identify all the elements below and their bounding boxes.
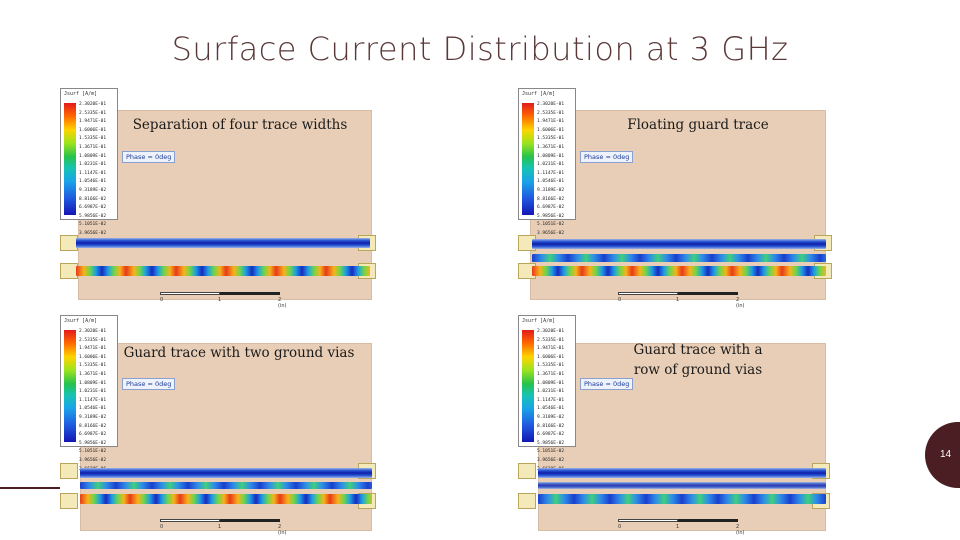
port-tab bbox=[518, 493, 536, 509]
scale-bar: 0 1 2 (in) bbox=[160, 292, 290, 309]
signal-trace bbox=[80, 468, 372, 478]
guard-trace bbox=[538, 482, 826, 489]
panel-caption: Separation of four trace widths bbox=[132, 117, 348, 133]
panel-separation: Jsurf [A/m] 2.3020E-01 2.5335E-01 1.9471E-… bbox=[60, 88, 390, 328]
page-number: 14 bbox=[940, 449, 952, 460]
guard-trace bbox=[80, 482, 372, 489]
legend-title: Jsurf [A/m] bbox=[522, 318, 556, 324]
victim-trace bbox=[538, 494, 826, 504]
panel-floating-guard: Jsurf [A/m] 2.3020E-01 2.5335E-01 1.9471E-… bbox=[518, 88, 848, 328]
panel-row-of-vias: Jsurf [A/m] 2.3020E-01 2.5335E-01 1.9471E-… bbox=[518, 315, 848, 540]
scale-bar: 0 1 2 (in) bbox=[618, 519, 748, 536]
legend-color-bar bbox=[522, 330, 534, 442]
legend-color-bar bbox=[64, 330, 76, 442]
guard-trace bbox=[532, 254, 826, 262]
legend-title: Jsurf [A/m] bbox=[522, 91, 556, 97]
slide-title: Surface Current Distribution at 3 GHz bbox=[171, 30, 789, 68]
victim-trace bbox=[76, 266, 370, 276]
legend-ticks: 2.3020E-01 2.5335E-01 1.9471E-01 1.6006E-01… bbox=[537, 102, 565, 245]
legend-color-bar bbox=[522, 103, 534, 215]
scale-bar: 0 1 2 (in) bbox=[160, 519, 290, 536]
color-legend: Jsurf [A/m] 2.3020E-01 2.5335E-01 1.9471E-… bbox=[60, 88, 118, 245]
color-legend: Jsurf [A/m] 2.3020E-01 2.5335E-01 1.9471E-… bbox=[518, 315, 576, 472]
phase-label: Phase = 0deg bbox=[580, 378, 634, 390]
victim-trace bbox=[532, 266, 826, 276]
panel-caption: Guard trace with two ground vias bbox=[123, 345, 355, 361]
panel-caption: Guard trace with a row of ground vias bbox=[633, 342, 763, 378]
legend-ticks: 2.3020E-01 2.5335E-01 1.9471E-01 1.6006E-01… bbox=[79, 329, 107, 472]
panel-two-vias: Jsurf [A/m] 2.3020E-01 2.5335E-01 1.9471E-… bbox=[60, 315, 390, 540]
legend-ticks: 2.3020E-01 2.5335E-01 1.9471E-01 1.6006E-01… bbox=[79, 102, 107, 245]
signal-trace bbox=[532, 239, 826, 249]
signal-trace bbox=[76, 238, 370, 248]
legend-ticks: 2.3020E-01 2.5335E-01 1.9471E-01 1.6006E-01… bbox=[537, 329, 565, 472]
signal-trace bbox=[538, 468, 826, 478]
color-legend: Jsurf [A/m] 2.3020E-01 2.5335E-01 1.9471E-… bbox=[518, 88, 576, 245]
victim-trace bbox=[80, 494, 372, 504]
phase-label: Phase = 0deg bbox=[122, 378, 176, 390]
phase-label: Phase = 0deg bbox=[580, 151, 634, 163]
phase-label: Phase = 0deg bbox=[122, 151, 176, 163]
accent-rule bbox=[0, 487, 60, 489]
legend-color-bar bbox=[64, 103, 76, 215]
scale-bar: 0 1 2 (in) bbox=[618, 292, 748, 309]
legend-title: Jsurf [A/m] bbox=[64, 91, 98, 97]
port-tab bbox=[60, 493, 78, 509]
panel-caption: Floating guard trace bbox=[627, 117, 769, 133]
port-tab bbox=[60, 463, 78, 479]
port-tab bbox=[518, 463, 536, 479]
color-legend: Jsurf [A/m] 2.3020E-01 2.5335E-01 1.9471E-… bbox=[60, 315, 118, 472]
legend-title: Jsurf [A/m] bbox=[64, 318, 98, 324]
